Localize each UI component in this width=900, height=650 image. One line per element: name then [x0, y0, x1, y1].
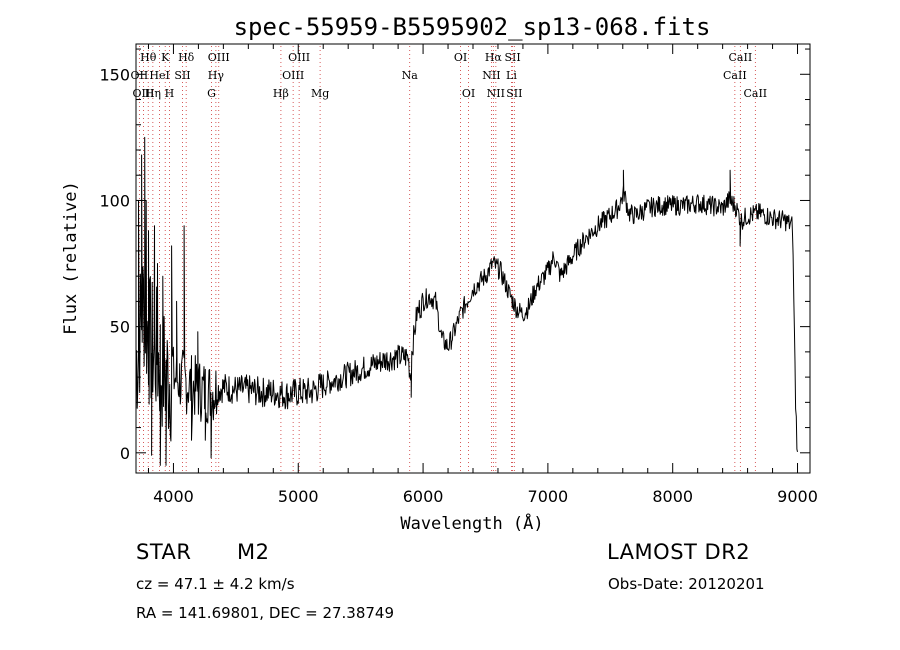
x-tick-label: 5000 [278, 487, 319, 506]
line-marker-label: SII [504, 51, 520, 64]
line-marker-label: OIII [282, 69, 304, 82]
x-axis-label: Wavelength (Å) [400, 512, 543, 534]
y-tick-label: 100 [99, 191, 130, 210]
observation-date-text: Obs-Date: 20120201 [608, 575, 765, 593]
line-marker-label: CaII [743, 87, 767, 100]
x-tick-label: 9000 [777, 487, 818, 506]
line-marker-label: OI [454, 51, 467, 64]
x-tick-label: 8000 [652, 487, 693, 506]
object-class-label: STAR [136, 540, 192, 564]
coordinates-text: RA = 141.69801, DEC = 27.38749 [136, 604, 395, 622]
survey-label: LAMOST DR2 [607, 540, 751, 564]
line-marker-label: OII [131, 69, 149, 82]
x-tick-label: 7000 [528, 487, 569, 506]
y-axis-label: Flux (relative) [61, 181, 81, 335]
spectral-subclass-label: M2 [237, 540, 270, 564]
line-marker-label: OIII [208, 51, 230, 64]
y-tick-label: 0 [120, 444, 130, 463]
line-marker-label: Hθ [140, 51, 157, 64]
line-marker-label: Li [506, 69, 517, 82]
x-tick-label: 6000 [403, 487, 444, 506]
line-marker-label: CaII [729, 51, 753, 64]
line-marker-label: Hγ [208, 69, 225, 82]
line-marker-label: HeI [149, 69, 169, 82]
line-marker-label: Hβ [273, 87, 289, 100]
line-marker-label: SII [174, 69, 190, 82]
x-tick-label: 4000 [153, 487, 194, 506]
spectrum-line [135, 136, 798, 466]
line-marker-label: NII [487, 87, 505, 100]
line-marker-label: NII [482, 69, 500, 82]
line-marker-label: OIII [288, 51, 310, 64]
line-marker-label: Hα [485, 51, 503, 64]
axis-ticks: 4000 5000 6000 7000 8000 9000 0 50 100 150 [99, 44, 818, 506]
line-marker-label: OI [462, 87, 475, 100]
line-marker-label: Hη [145, 87, 161, 100]
line-marker-label: SII [506, 87, 522, 100]
line-marker-label: Mg [311, 87, 329, 100]
line-marker-label: OIII [132, 87, 154, 100]
chart-title: spec-55959-B5595902_sp13-068.fits [234, 13, 711, 41]
redshift-velocity-text: cz = 47.1 ± 4.2 km/s [136, 575, 295, 593]
line-marker-label: CaII [723, 69, 747, 82]
line-marker-label: H [165, 87, 175, 100]
plot-frame [135, 43, 811, 474]
y-tick-label: 50 [110, 318, 130, 337]
line-marker-label: G [207, 87, 216, 100]
spectrum-line-group [135, 136, 798, 466]
line-marker-label: Hδ [178, 51, 195, 64]
line-marker-label: Na [402, 69, 419, 82]
line-marker-label: K [161, 51, 170, 64]
y-tick-label: 150 [99, 65, 130, 84]
